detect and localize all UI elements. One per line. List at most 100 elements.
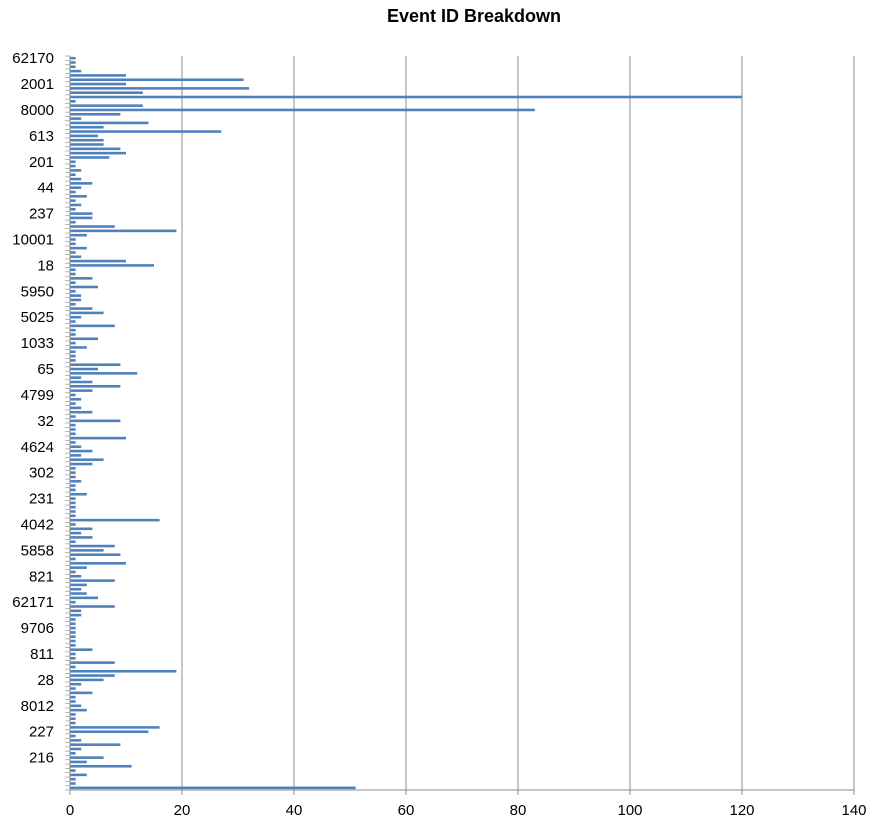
- bar: [70, 622, 76, 626]
- bar: [70, 186, 82, 189]
- bar: [70, 436, 126, 440]
- bar: [70, 510, 76, 513]
- bar: [70, 290, 76, 293]
- bar: [70, 138, 104, 142]
- gridlines: [181, 56, 855, 790]
- bar: [70, 337, 98, 341]
- bar: [70, 419, 121, 423]
- bar: [70, 523, 76, 526]
- bar: [70, 130, 222, 133]
- bar: [70, 432, 76, 436]
- bar: [70, 553, 121, 556]
- bar: [70, 626, 76, 630]
- x-tick-labels: 0 20 40 60 80 100 120 140: [66, 802, 867, 819]
- x-tick-label: 40: [286, 802, 303, 819]
- y-tick-label: 5858: [21, 542, 54, 559]
- bar: [70, 298, 82, 302]
- bar: [70, 259, 126, 263]
- bar: [70, 354, 76, 358]
- bar: [70, 484, 76, 487]
- bar: [70, 95, 742, 99]
- bar: [70, 704, 82, 708]
- bar: [70, 277, 93, 280]
- bar: [70, 462, 93, 466]
- bar: [70, 454, 82, 457]
- bar: [70, 151, 126, 155]
- bar: [70, 100, 76, 103]
- bar: [70, 346, 87, 349]
- bar: [70, 743, 121, 746]
- bar: [70, 739, 82, 742]
- x-tick-label: 120: [729, 802, 754, 819]
- bar: [70, 393, 76, 397]
- bar: [70, 471, 76, 474]
- y-tick-label: 8012: [21, 698, 54, 715]
- bar: [70, 315, 82, 319]
- bar: [70, 207, 76, 211]
- bar: [70, 229, 177, 233]
- bar: [70, 691, 93, 695]
- bar: [70, 238, 76, 241]
- bar: [70, 639, 76, 643]
- bar: [70, 242, 76, 246]
- bar: [70, 786, 356, 790]
- bar: [70, 117, 82, 120]
- bar: [70, 91, 143, 94]
- bar: [70, 441, 76, 444]
- x-tick-label: 60: [398, 802, 415, 819]
- bar: [70, 281, 76, 284]
- bar: [70, 570, 76, 574]
- bar: [70, 177, 82, 181]
- bar: [70, 169, 82, 172]
- bar: [70, 579, 115, 582]
- bar: [70, 769, 76, 772]
- y-tick-label: 4042: [21, 516, 54, 533]
- bar: [70, 475, 76, 479]
- y-tick-label: 821: [29, 568, 54, 585]
- bar: [70, 372, 138, 375]
- bar: [70, 458, 104, 461]
- y-tick-label: 62171: [12, 594, 54, 611]
- y-tick-label: 44: [37, 180, 54, 197]
- x-tick-label: 20: [174, 802, 191, 819]
- bar: [70, 592, 87, 595]
- bars: [70, 56, 742, 790]
- bar: [70, 756, 104, 759]
- y-tick-label: 227: [29, 724, 54, 741]
- bar: [70, 190, 76, 194]
- bar: [70, 350, 76, 354]
- bar: [70, 324, 115, 328]
- bar: [70, 717, 76, 721]
- bar: [70, 121, 149, 125]
- bar: [70, 501, 76, 505]
- bar: [70, 104, 143, 107]
- bar: [70, 449, 93, 453]
- bar: [70, 302, 76, 306]
- bar: [70, 156, 110, 159]
- bar: [70, 540, 76, 544]
- y-tick-label: 2001: [21, 76, 54, 93]
- bar: [70, 363, 121, 367]
- bar: [70, 134, 98, 138]
- bar: [70, 246, 87, 250]
- y-tick-label: 4799: [21, 387, 54, 404]
- bar: [70, 747, 82, 751]
- y-tick-label: 201: [29, 154, 54, 171]
- bar: [70, 233, 87, 237]
- bar: [70, 125, 104, 129]
- bar: [70, 195, 87, 198]
- bar: [70, 635, 76, 639]
- bar: [70, 203, 82, 207]
- y-tick-label: 5950: [21, 283, 54, 300]
- bar: [70, 385, 121, 388]
- y-tick-label: 811: [30, 646, 54, 663]
- bar: [70, 333, 76, 336]
- bar: [70, 609, 82, 613]
- bar: [70, 557, 76, 561]
- bar: [70, 574, 82, 578]
- bar: [70, 669, 177, 673]
- bar: [70, 212, 93, 215]
- bar: [70, 505, 76, 509]
- bar: [70, 682, 82, 686]
